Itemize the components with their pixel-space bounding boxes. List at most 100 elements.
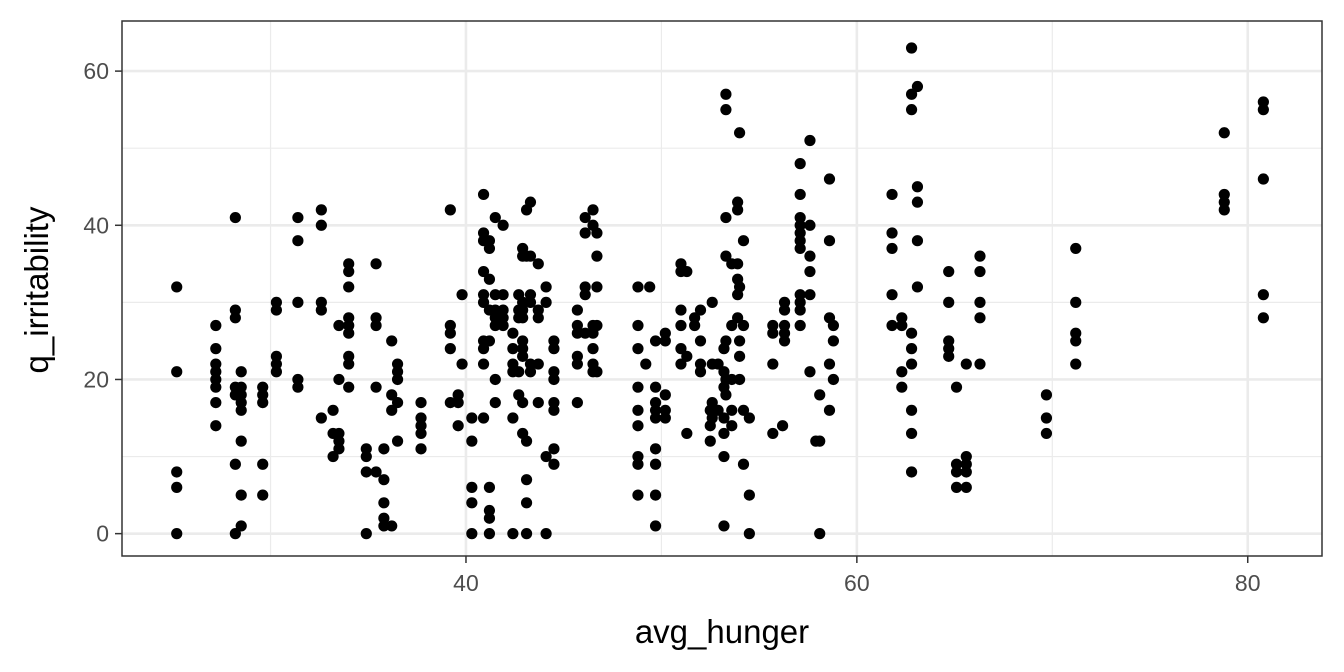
data-point: [315, 204, 327, 216]
data-point: [489, 211, 501, 224]
data-point: [974, 296, 986, 308]
data-point: [343, 265, 355, 278]
data-point: [1070, 327, 1082, 339]
data-point: [235, 520, 247, 532]
data-point: [720, 211, 732, 224]
data-point: [706, 396, 718, 409]
data-point: [292, 211, 304, 224]
data-point: [444, 204, 456, 216]
data-point: [632, 319, 644, 332]
data-point: [720, 88, 732, 100]
data-point: [1040, 412, 1053, 424]
data-point: [706, 296, 718, 308]
data-point: [466, 435, 478, 447]
data-point: [343, 312, 355, 324]
data-point: [452, 389, 464, 401]
data-point: [571, 396, 583, 409]
data-point: [229, 211, 241, 224]
data-point: [905, 327, 918, 339]
data-point: [497, 312, 509, 324]
data-point: [386, 389, 398, 401]
data-point: [794, 227, 806, 239]
data-point: [483, 242, 496, 255]
data-point: [1218, 196, 1230, 208]
data-point: [477, 227, 490, 239]
data-point: [270, 296, 282, 308]
data-point: [360, 528, 372, 540]
data-point: [270, 304, 282, 316]
data-point: [571, 350, 583, 362]
data-point: [571, 304, 583, 316]
data-point: [896, 366, 908, 378]
data-point: [579, 281, 591, 293]
data-point: [886, 242, 898, 255]
data-point: [737, 235, 750, 247]
data-point: [960, 450, 972, 463]
data-point: [343, 258, 355, 270]
data-point: [210, 420, 222, 432]
data-point: [950, 466, 963, 478]
data-point: [675, 343, 687, 355]
data-point: [974, 265, 986, 278]
data-point: [1257, 104, 1269, 116]
data-point: [507, 412, 519, 424]
data-point: [171, 366, 183, 378]
data-point: [649, 396, 662, 409]
data-point: [591, 366, 603, 378]
data-point: [827, 373, 840, 386]
data-point: [1257, 96, 1269, 108]
data-point: [477, 265, 490, 278]
data-point: [733, 335, 746, 347]
data-point: [943, 296, 955, 308]
data-point: [257, 396, 269, 409]
data-point: [532, 258, 544, 270]
data-point: [333, 427, 345, 440]
data-point: [911, 196, 924, 208]
data-point: [675, 258, 687, 270]
data-point: [1218, 127, 1230, 139]
data-point: [712, 404, 724, 416]
data-point: [524, 366, 537, 378]
data-point: [767, 327, 779, 339]
data-point: [483, 528, 496, 540]
data-point: [370, 466, 382, 478]
data-point: [804, 265, 816, 278]
data-point: [507, 343, 519, 355]
data-point: [767, 427, 779, 440]
data-point: [943, 350, 955, 362]
data-point: [229, 528, 241, 540]
data-point: [370, 258, 382, 270]
data-point: [960, 481, 972, 493]
data-point: [905, 358, 918, 370]
data-point: [681, 350, 693, 362]
data-point: [632, 458, 644, 470]
data-point: [171, 281, 183, 293]
data-point: [974, 250, 986, 262]
data-point: [333, 435, 345, 447]
data-point: [579, 211, 591, 224]
data-point: [794, 211, 806, 224]
data-point: [292, 381, 304, 393]
data-point: [743, 412, 755, 424]
data-point: [548, 404, 560, 416]
data-point: [823, 235, 836, 247]
data-point: [171, 481, 183, 493]
data-points: [171, 42, 1269, 540]
data-point: [649, 489, 662, 501]
data-point: [827, 335, 840, 347]
data-point: [579, 227, 591, 239]
data-point: [456, 289, 468, 301]
data-point: [378, 443, 390, 455]
data-point: [497, 304, 509, 316]
data-point: [733, 281, 746, 293]
data-point: [1218, 188, 1230, 201]
data-point: [814, 528, 826, 540]
data-point: [444, 327, 456, 339]
data-point: [726, 319, 738, 332]
data-point: [548, 458, 560, 470]
data-point: [737, 404, 750, 416]
data-point: [632, 420, 644, 432]
data-point: [694, 366, 707, 378]
data-point: [823, 358, 836, 370]
data-point: [778, 304, 791, 316]
